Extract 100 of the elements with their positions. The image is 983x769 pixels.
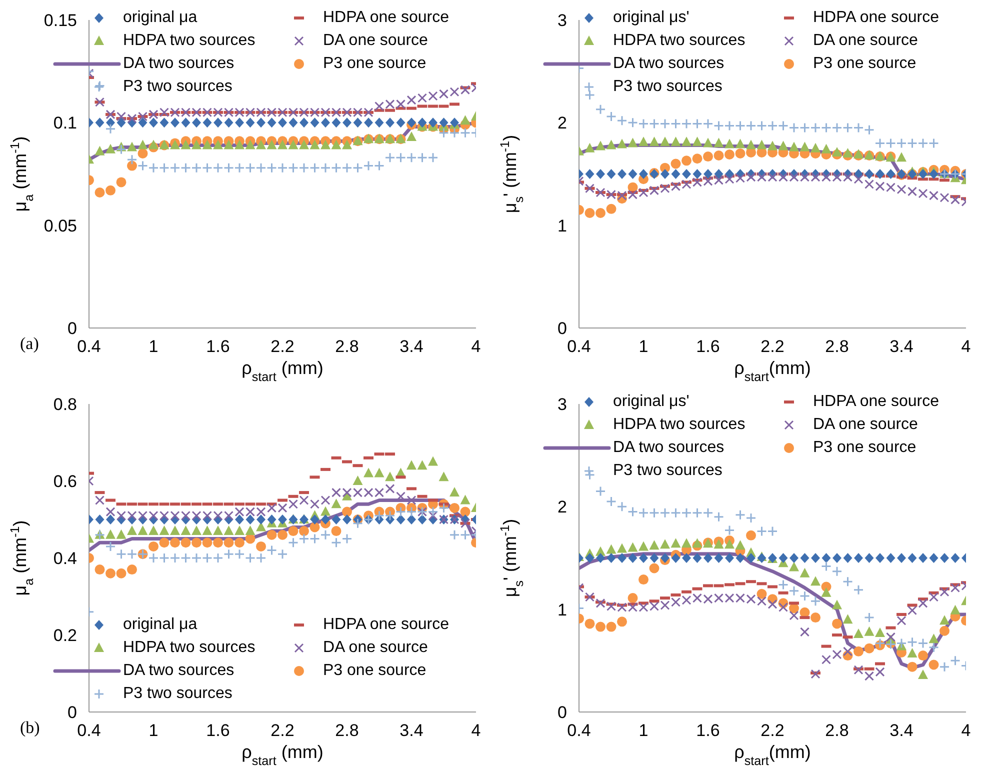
point [874,138,886,148]
point [192,140,202,150]
point [660,136,670,146]
point [224,140,234,150]
y-tick-label: 0.6 [53,472,77,492]
point [606,622,616,632]
point [418,118,427,128]
point [800,142,810,152]
point [584,90,595,100]
point [584,142,595,152]
point [106,144,116,154]
x-tick-label: 1 [148,337,158,356]
point [735,138,746,148]
point [202,552,212,564]
point [460,530,470,540]
point [778,140,788,150]
point [800,553,810,563]
legend-label: original μa [123,9,198,27]
x-tick-label: 4 [961,721,971,740]
point [756,588,767,599]
point [180,538,191,548]
point [596,169,605,179]
point [170,162,180,174]
point [821,144,832,154]
point [692,118,702,129]
point [735,510,746,520]
point [810,122,821,134]
point [213,538,223,548]
point [256,118,266,128]
point [628,506,638,518]
legend-label: P3 one source [323,55,426,73]
point [897,553,906,563]
point [800,122,810,134]
point [396,152,406,163]
point [138,160,148,172]
point [202,538,212,548]
point [310,534,320,544]
point [159,538,170,548]
point [724,525,735,536]
legend-label: original μs' [613,393,690,411]
point [288,140,298,150]
point [896,616,906,626]
point [148,541,158,552]
point [628,553,638,563]
y-tick-label: 0.05 [44,216,77,236]
point [789,142,799,152]
point [450,502,460,513]
point [778,579,788,590]
point [864,169,874,179]
point [875,627,885,637]
point [331,498,342,508]
point [224,162,234,174]
point [584,470,595,480]
point [321,514,330,524]
point [106,118,115,128]
point [148,552,159,564]
point [148,526,158,536]
legend-label: HDPA two sources [123,639,256,657]
point [746,512,756,524]
point [288,118,298,128]
point [704,553,712,563]
point [299,526,309,536]
point [681,118,692,129]
point [266,530,277,540]
point [778,553,788,563]
point [127,526,137,536]
point [670,508,681,518]
point [692,154,702,164]
point [106,514,115,524]
point [832,600,842,610]
point [320,140,330,150]
point [449,128,460,138]
point [617,616,627,627]
point [724,539,734,549]
point [628,138,638,148]
point [406,132,416,142]
point [450,487,460,497]
legend-label: P3 two sources [123,685,232,703]
point [396,118,406,128]
point [767,526,778,537]
point [342,118,352,128]
point [181,118,190,128]
point [438,502,449,514]
point [778,602,788,612]
point [439,118,448,128]
point [724,138,734,148]
point [374,160,384,172]
point [364,118,373,128]
point [788,122,800,134]
point [310,499,320,509]
point [874,638,886,648]
legend-label: DA two sources [613,439,724,457]
point [918,553,928,563]
point [342,140,352,150]
point [639,553,648,563]
point [310,522,320,532]
x-tick-label: 4 [961,337,971,356]
point [288,162,298,174]
y-tick-label: 1 [558,600,567,620]
point [704,169,712,179]
